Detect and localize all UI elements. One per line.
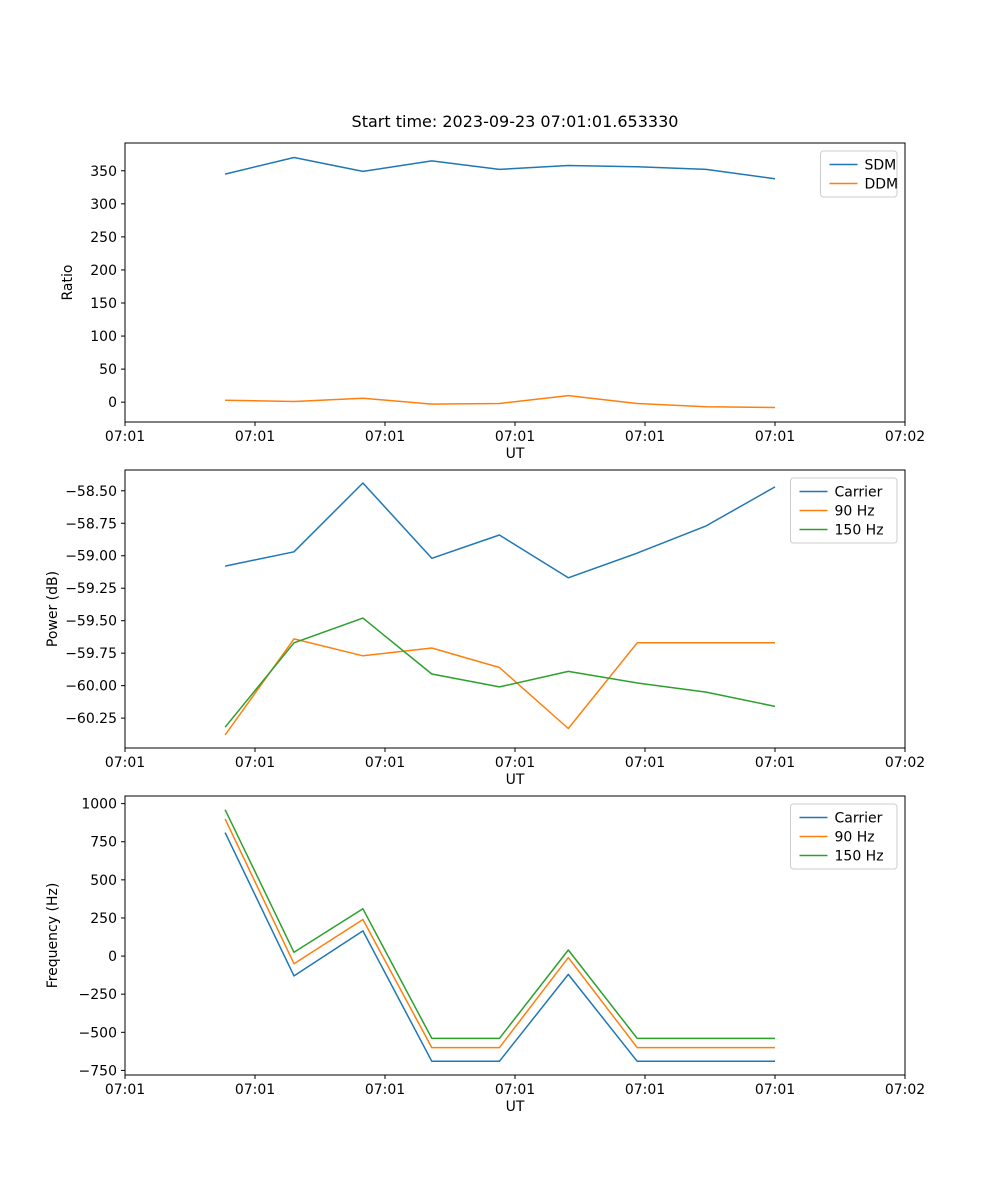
legend-label: 90 Hz bbox=[835, 504, 875, 520]
y-axis-label: Power (dB) bbox=[45, 571, 61, 647]
series-line-ddm bbox=[225, 394, 776, 409]
x-axis-label: UT bbox=[506, 1099, 525, 1115]
x-tick-label: 07:01 bbox=[235, 1082, 275, 1098]
legend-box bbox=[790, 803, 898, 870]
legend-label: DDM bbox=[865, 177, 899, 193]
y-tick-label: −60.00 bbox=[65, 679, 117, 695]
legend: SDM DDM bbox=[820, 150, 899, 198]
plot-frame bbox=[124, 795, 906, 1076]
y-axis-label: Ratio bbox=[60, 265, 76, 301]
series-line-90-hz bbox=[224, 638, 775, 736]
legend-label: SDM bbox=[865, 158, 897, 174]
x-tick-label: 07:02 bbox=[885, 1082, 925, 1098]
y-tick-label: 250 bbox=[90, 230, 117, 246]
x-tick-label: 07:01 bbox=[235, 429, 275, 445]
x-tick-label: 07:02 bbox=[885, 429, 925, 445]
y-tick-label: 200 bbox=[90, 263, 117, 279]
y-tick-label: 0 bbox=[108, 395, 117, 411]
y-tick-label: −500 bbox=[79, 1025, 117, 1041]
x-tick-label: 07:01 bbox=[625, 755, 665, 771]
x-tick-label: 07:01 bbox=[755, 1082, 795, 1098]
y-tick-label: −250 bbox=[79, 987, 117, 1003]
y-tick-label: −59.50 bbox=[65, 614, 117, 630]
x-tick-label: 07:01 bbox=[105, 429, 145, 445]
y-tick-label: 350 bbox=[90, 164, 117, 180]
y-tick-label: −750 bbox=[79, 1063, 117, 1079]
x-tick-label: 07:01 bbox=[755, 429, 795, 445]
series-line-carrier bbox=[224, 482, 776, 579]
x-tick-label: 07:02 bbox=[885, 755, 925, 771]
y-axis-label: Frequency (Hz) bbox=[45, 883, 61, 989]
y-tick-label: −59.25 bbox=[65, 581, 117, 597]
y-tick-label: −58.75 bbox=[65, 516, 117, 532]
legend-label: 150 Hz bbox=[835, 523, 884, 539]
legend-label: 90 Hz bbox=[835, 830, 875, 846]
y-tick-label: −58.50 bbox=[65, 484, 117, 500]
plot-frame bbox=[124, 469, 906, 749]
y-tick-label: −60.25 bbox=[65, 711, 117, 727]
y-tick-label: 0 bbox=[108, 949, 117, 965]
legend-label: Carrier bbox=[835, 485, 883, 501]
y-tick-label: 50 bbox=[99, 362, 117, 378]
series-line-sdm bbox=[224, 156, 776, 180]
legend-label: Carrier bbox=[835, 811, 883, 827]
x-tick-label: 07:01 bbox=[625, 1082, 665, 1098]
x-tick-label: 07:01 bbox=[105, 1082, 145, 1098]
x-axis-label: UT bbox=[506, 772, 525, 788]
ratio-chart: 07:01 07:01 07:01 07:01 07:01 07:01 07:02 0 50 10… bbox=[60, 142, 925, 462]
figure-title: Start time: 2023-09-23 07:01:01.653330 bbox=[351, 112, 679, 131]
legend-box bbox=[790, 477, 898, 544]
plot-frame bbox=[124, 142, 906, 423]
legend-box bbox=[820, 150, 898, 198]
x-tick-label: 07:01 bbox=[365, 429, 405, 445]
legend-label: 150 Hz bbox=[835, 849, 884, 865]
y-tick-label: 250 bbox=[90, 911, 117, 927]
legend: Carrier 90 Hz 150 Hz bbox=[790, 477, 898, 544]
series-line-150-hz bbox=[224, 809, 775, 1040]
y-tick-label: 100 bbox=[90, 329, 117, 345]
y-tick-label: 750 bbox=[90, 835, 117, 851]
x-tick-label: 07:01 bbox=[365, 1082, 405, 1098]
y-tick-label: 1000 bbox=[81, 797, 117, 813]
y-tick-label: −59.75 bbox=[65, 646, 117, 662]
series-line-150-hz bbox=[224, 617, 776, 728]
legend: Carrier 90 Hz 150 Hz bbox=[790, 803, 898, 870]
x-tick-label: 07:01 bbox=[495, 429, 535, 445]
x-tick-label: 07:01 bbox=[755, 755, 795, 771]
y-tick-label: 300 bbox=[90, 197, 117, 213]
frequency-chart: 07:01 07:01 07:01 07:01 07:01 07:01 07:02 −750 −… bbox=[45, 795, 925, 1115]
power-chart: 07:01 07:01 07:01 07:01 07:01 07:01 07:02 −60.2… bbox=[45, 469, 925, 788]
x-tick-label: 07:01 bbox=[495, 755, 535, 771]
series-line-carrier bbox=[224, 832, 775, 1063]
x-tick-label: 07:01 bbox=[105, 755, 145, 771]
x-tick-label: 07:01 bbox=[495, 1082, 535, 1098]
x-tick-label: 07:01 bbox=[235, 755, 275, 771]
y-tick-label: 150 bbox=[90, 296, 117, 312]
x-axis-label: UT bbox=[506, 446, 525, 462]
x-tick-label: 07:01 bbox=[365, 755, 405, 771]
series-line-90-hz bbox=[224, 818, 775, 1049]
y-tick-label: −59.00 bbox=[65, 549, 117, 565]
y-tick-label: 500 bbox=[90, 873, 117, 889]
x-tick-label: 07:01 bbox=[625, 429, 665, 445]
